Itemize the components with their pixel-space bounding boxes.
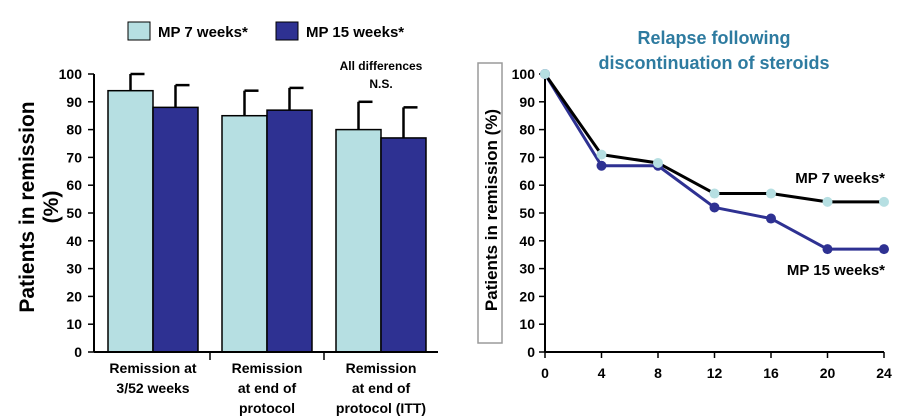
line-y-axis-title-box: Patients in remission (%) xyxy=(477,62,503,344)
line-y-axis-title-frame xyxy=(477,62,503,344)
line-x-tick-label: 4 xyxy=(598,365,606,381)
legend-swatch-mp7 xyxy=(127,21,151,41)
data-point xyxy=(709,202,720,213)
data-point xyxy=(653,157,663,168)
bar-legend: MP 7 weeks* MP 15 weeks* xyxy=(127,21,404,41)
bar-y-tick-label: 10 xyxy=(66,316,82,332)
bar-y-tick-label: 40 xyxy=(66,233,82,249)
data-point xyxy=(822,244,833,255)
bar-category-label: Remission xyxy=(232,360,303,376)
line-series-label-mp15: MP 15 weeks* xyxy=(787,262,885,279)
bar-y-axis-title-line-2: (%) xyxy=(40,191,63,224)
bar-y-axis-title: Patients in remission (%) xyxy=(16,101,63,312)
bar-category-label: at end of xyxy=(238,380,297,396)
line-x-tick-label: 12 xyxy=(707,365,723,381)
data-point xyxy=(879,196,889,207)
bar-category-label: at end of xyxy=(352,380,411,396)
data-point xyxy=(822,196,833,207)
legend-swatch-mp15 xyxy=(275,21,299,41)
line-y-tick-label: 80 xyxy=(519,122,535,138)
bar-layer xyxy=(107,72,427,353)
line-title-line-2: discontinuation of steroids xyxy=(598,53,829,73)
annotation-line-1: All differences xyxy=(340,59,423,73)
data-point xyxy=(596,160,607,171)
bar-annotation: All differences N.S. xyxy=(340,59,423,91)
data-point xyxy=(709,188,720,199)
bar xyxy=(107,89,154,353)
series-line xyxy=(543,73,884,251)
legend-label-mp15: MP 15 weeks* xyxy=(306,24,404,41)
line-y-tick-label: 70 xyxy=(519,149,535,165)
line-y-tick-label: 90 xyxy=(519,94,535,110)
line-x-tick-label: 8 xyxy=(654,365,662,381)
line-series-label-mp7: MP 7 weeks* xyxy=(795,170,885,187)
bar-category-label: 3/52 weeks xyxy=(116,380,189,396)
bar-y-tick-label: 50 xyxy=(66,205,82,221)
bar xyxy=(380,137,427,353)
bar-y-tick-label: 90 xyxy=(66,94,82,110)
line-x-tick-label: 24 xyxy=(876,365,892,381)
data-point xyxy=(766,188,776,199)
line-y-tick-label: 20 xyxy=(519,288,535,304)
line-y-axis-title: Patients in remission (%) xyxy=(482,109,501,311)
line-y-tick-label: 30 xyxy=(519,261,535,277)
bar xyxy=(335,128,382,353)
bar-category-label: Remission at xyxy=(109,360,196,376)
line-y-tick-label: 60 xyxy=(519,177,535,193)
line-x-tick-label: 20 xyxy=(820,365,836,381)
line-chart: Relapse following discontinuation of ste… xyxy=(477,28,892,381)
line-x-tick-label: 0 xyxy=(541,365,549,381)
legend-label-mp7: MP 7 weeks* xyxy=(158,24,248,41)
bar-axes: 0 10 20 30 40 50 60 70 80 90 100 Remission at 3/52 w… xyxy=(59,66,438,416)
line-y-tick-label: 40 xyxy=(519,233,535,249)
data-point xyxy=(596,149,607,160)
line-layer xyxy=(540,69,889,255)
bar-y-tick-label: 30 xyxy=(66,261,82,277)
line-series-labels: MP 7 weeks* MP 15 weeks* xyxy=(787,170,885,279)
line-y-tick-label: 50 xyxy=(519,205,535,221)
line-title-line-1: Relapse following xyxy=(637,28,790,48)
annotation-line-2: N.S. xyxy=(369,77,392,91)
bar-y-tick-label: 80 xyxy=(66,122,82,138)
bar xyxy=(221,114,268,353)
bar-y-axis-title-line-1: Patients in remission xyxy=(16,101,39,312)
bar-y-tick-label: 100 xyxy=(59,66,83,82)
line-y-tick-label: 10 xyxy=(519,316,535,332)
bar-y-tick-label: 20 xyxy=(66,288,82,304)
line-title: Relapse following discontinuation of ste… xyxy=(598,28,829,73)
bar-category-label: Remission xyxy=(346,360,417,376)
bar-category-label: protocol (ITT) xyxy=(336,400,426,416)
data-point xyxy=(766,213,776,224)
line-y-tick-label: 100 xyxy=(512,66,536,82)
bar-chart: MP 7 weeks* MP 15 weeks* All differences… xyxy=(16,21,438,416)
line-y-tick-label: 0 xyxy=(527,344,535,360)
line-x-tick-label: 16 xyxy=(763,365,779,381)
bar-y-tick-label: 0 xyxy=(74,344,82,360)
bar xyxy=(152,106,199,353)
data-point xyxy=(540,69,550,79)
bar-y-tick-label: 60 xyxy=(66,177,82,193)
bar-y-tick-label: 70 xyxy=(66,149,82,165)
data-point xyxy=(879,244,889,255)
bar-category-label: protocol xyxy=(239,400,295,416)
bar xyxy=(266,109,313,353)
line-axes: 0 10 20 30 40 50 60 70 80 90 100 0 4 8 12 16 20 24 xyxy=(512,66,892,381)
